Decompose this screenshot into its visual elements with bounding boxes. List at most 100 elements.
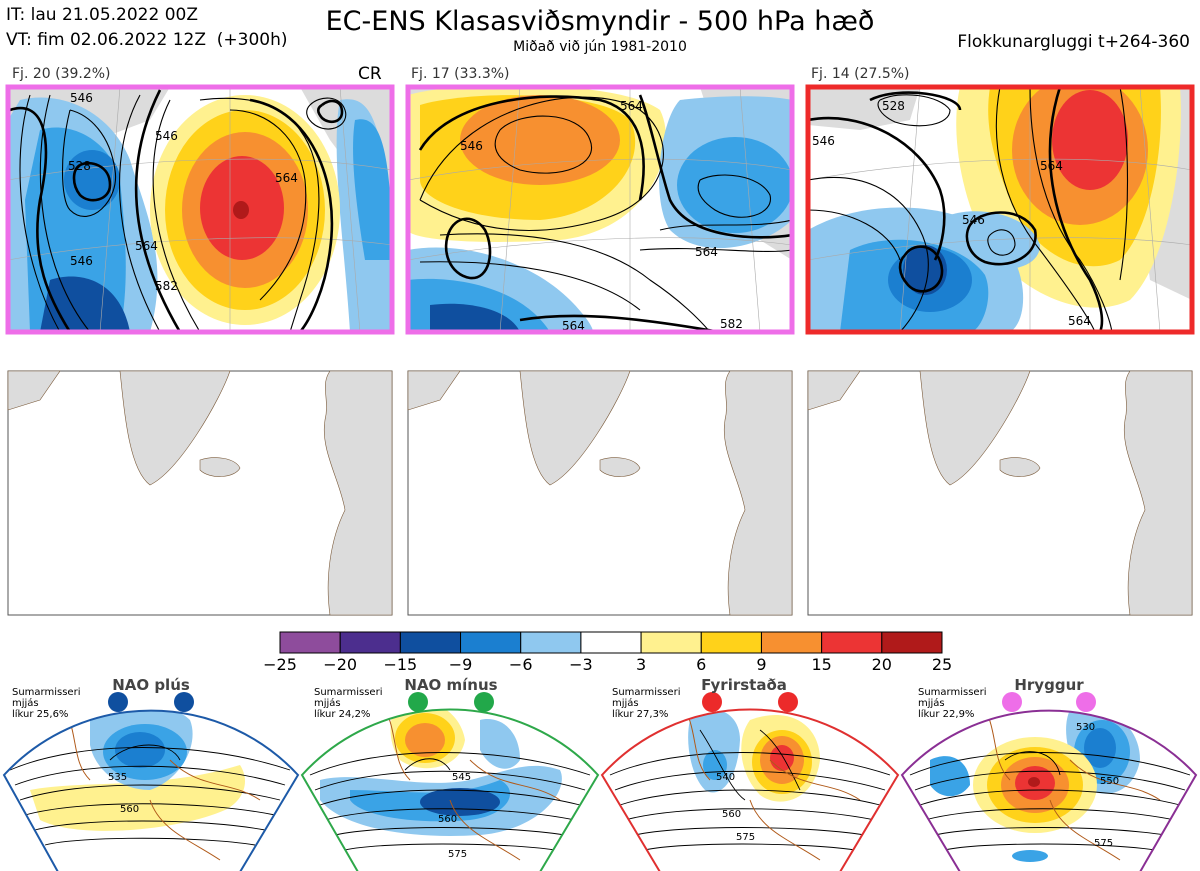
regime-2-likelihood: líkur 24,2% bbox=[314, 708, 370, 720]
regime-2-frame bbox=[300, 708, 600, 871]
colorbar-segment bbox=[881, 631, 943, 654]
empty-map-3 bbox=[807, 370, 1193, 616]
colorbar-tick-label: −15 bbox=[383, 655, 417, 674]
regime-4-contour: 530 bbox=[1076, 722, 1095, 733]
colorbar-tick-label: 6 bbox=[696, 655, 706, 674]
cluster-2-contour-label: 564 bbox=[562, 319, 585, 333]
colorbar-segment bbox=[460, 631, 522, 654]
cluster-3-contour-label: 546 bbox=[962, 213, 985, 227]
regime-2-dot-left bbox=[408, 692, 428, 712]
chart-title: EC-ENS Klasasviðsmyndir - 500 hPa hæð bbox=[325, 6, 875, 37]
cluster-3-contour-label: 564 bbox=[1040, 159, 1063, 173]
colorbar-segment bbox=[821, 631, 883, 654]
colorbar-tick-label: −25 bbox=[263, 655, 297, 674]
cluster-2-contour-label: 564 bbox=[620, 99, 643, 113]
regime-1-frame bbox=[2, 709, 300, 871]
regime-ridge: 530 550 575 Hryggur Sumarmisseri mjjás l… bbox=[900, 676, 1198, 871]
regime-4-likelihood: líkur 22,9% bbox=[918, 708, 974, 720]
regime-1-season: Sumarmisseri bbox=[12, 687, 80, 698]
empty-map-1 bbox=[7, 370, 393, 616]
valid-time: VT: fim 02.06.2022 12Z (+300h) bbox=[6, 30, 288, 50]
regime-1-cluster: mjjás bbox=[12, 697, 39, 709]
cluster-1-label: Fj. 20 (39.2%) bbox=[12, 66, 111, 82]
colorbar-tick-label: 9 bbox=[756, 655, 766, 674]
cluster-1-contour-label: 564 bbox=[275, 171, 298, 185]
colorbar-segment bbox=[700, 631, 762, 654]
regime-4-name: Hryggur bbox=[1014, 676, 1084, 694]
regime-1-likelihood: líkur 25,6% bbox=[12, 708, 68, 720]
regime-1-dot-right bbox=[174, 692, 194, 712]
cluster-3-contour-label: 546 bbox=[812, 134, 835, 148]
regime-2-cluster: mjjás bbox=[314, 697, 341, 709]
colorbar-tick-label: 20 bbox=[872, 655, 892, 674]
regime-nao-minus: 545 560 575 NAO mínus Sumarmisseri mjjás… bbox=[300, 676, 600, 871]
colorbar-tick-label: −6 bbox=[509, 655, 533, 674]
cluster-1-tag: CR bbox=[358, 64, 382, 84]
colorbar-segment bbox=[399, 631, 462, 654]
cluster-1-contour-label: 582 bbox=[155, 279, 178, 293]
regime-2-contour: 575 bbox=[448, 849, 467, 860]
cluster-1-map: 546 528 546 564 582 546 564 bbox=[8, 87, 392, 332]
regime-3-dot-right bbox=[778, 692, 798, 712]
cluster-window: Flokkunargluggi t+264-360 bbox=[957, 32, 1190, 52]
regime-4-contour: 575 bbox=[1094, 838, 1113, 849]
regime-4-dot-left bbox=[1002, 692, 1022, 712]
regime-3-contour: 575 bbox=[736, 832, 755, 843]
colorbar-segment bbox=[279, 631, 341, 654]
cluster-1-contour-label: 564 bbox=[135, 239, 158, 253]
regime-1-contour: 560 bbox=[120, 804, 139, 815]
cluster-1-contour-label: 546 bbox=[70, 254, 93, 268]
cluster-2-contour-label: 564 bbox=[695, 245, 718, 259]
colorbar-segment bbox=[520, 631, 582, 654]
cluster-2-map: 564 564 564 582 546 bbox=[408, 87, 792, 333]
regime-nao-plus: 535 560 NAO plús Sumarmisseri mjjás líku… bbox=[2, 676, 300, 871]
cluster-1-contour-label: 546 bbox=[155, 129, 178, 143]
regime-4-season: Sumarmisseri bbox=[918, 687, 986, 698]
regime-2-dot-right bbox=[474, 692, 494, 712]
cluster-2-contour-label: 582 bbox=[720, 317, 743, 331]
colorbar-segment bbox=[640, 631, 702, 654]
regime-3-dot-left bbox=[702, 692, 722, 712]
chart-subtitle: Miðað við jún 1981-2010 bbox=[513, 39, 687, 55]
init-time: IT: lau 21.05.2022 00Z bbox=[6, 5, 198, 25]
regime-1-name: NAO plús bbox=[112, 676, 190, 694]
cluster-1-contour-label: 528 bbox=[68, 159, 91, 173]
regime-2-contour: 545 bbox=[452, 772, 471, 783]
colorbar-segment bbox=[339, 631, 401, 654]
cluster-2-contour-label: 546 bbox=[460, 139, 483, 153]
regime-2-name: NAO mínus bbox=[404, 676, 497, 694]
regime-1-contour: 535 bbox=[108, 772, 127, 783]
cluster-3-border bbox=[805, 84, 1195, 335]
regime-4-contour: 550 bbox=[1100, 776, 1119, 787]
regime-3-name: Fyrirstaða bbox=[701, 676, 787, 694]
colorbar-segment bbox=[580, 631, 642, 654]
colorbar-tick-label: 25 bbox=[932, 655, 952, 674]
empty-map-2 bbox=[407, 370, 793, 616]
colorbar-tick-label: 3 bbox=[636, 655, 646, 674]
colorbar-segment bbox=[760, 631, 823, 654]
colorbar-tick-label: −20 bbox=[323, 655, 357, 674]
cluster-2-label: Fj. 17 (33.3%) bbox=[411, 66, 510, 82]
colorbar-tick-label: 15 bbox=[811, 655, 831, 674]
regime-3-cluster: mjjás bbox=[612, 697, 639, 709]
regime-1-dot-left bbox=[108, 692, 128, 712]
regime-3-contour: 560 bbox=[722, 809, 741, 820]
regime-4-frame bbox=[900, 709, 1198, 871]
cluster-3-contour-label: 564 bbox=[1068, 314, 1091, 328]
colorbar-tick-label: −3 bbox=[569, 655, 593, 674]
regime-2-season: Sumarmisseri bbox=[314, 687, 382, 698]
cluster-3-map: 528 546 564 546 564 bbox=[808, 87, 1192, 332]
regime-3-season: Sumarmisseri bbox=[612, 687, 680, 698]
cluster-1-border bbox=[5, 84, 395, 335]
regime-3-likelihood: líkur 27,3% bbox=[612, 708, 668, 720]
regime-2-contour: 560 bbox=[438, 814, 457, 825]
cluster-2-border bbox=[405, 84, 795, 335]
cluster-3-label: Fj. 14 (27.5%) bbox=[811, 66, 910, 82]
regime-3-contour: 540 bbox=[716, 772, 735, 783]
regime-4-cluster: mjjás bbox=[918, 697, 945, 709]
colorbar: −25 −20 −15 −9 −6 −3 3 6 9 15 20 25 bbox=[263, 631, 952, 674]
regime-4-dot-right bbox=[1076, 692, 1096, 712]
regime-3-frame bbox=[600, 708, 900, 871]
cluster-3-contour-label: 528 bbox=[882, 99, 905, 113]
